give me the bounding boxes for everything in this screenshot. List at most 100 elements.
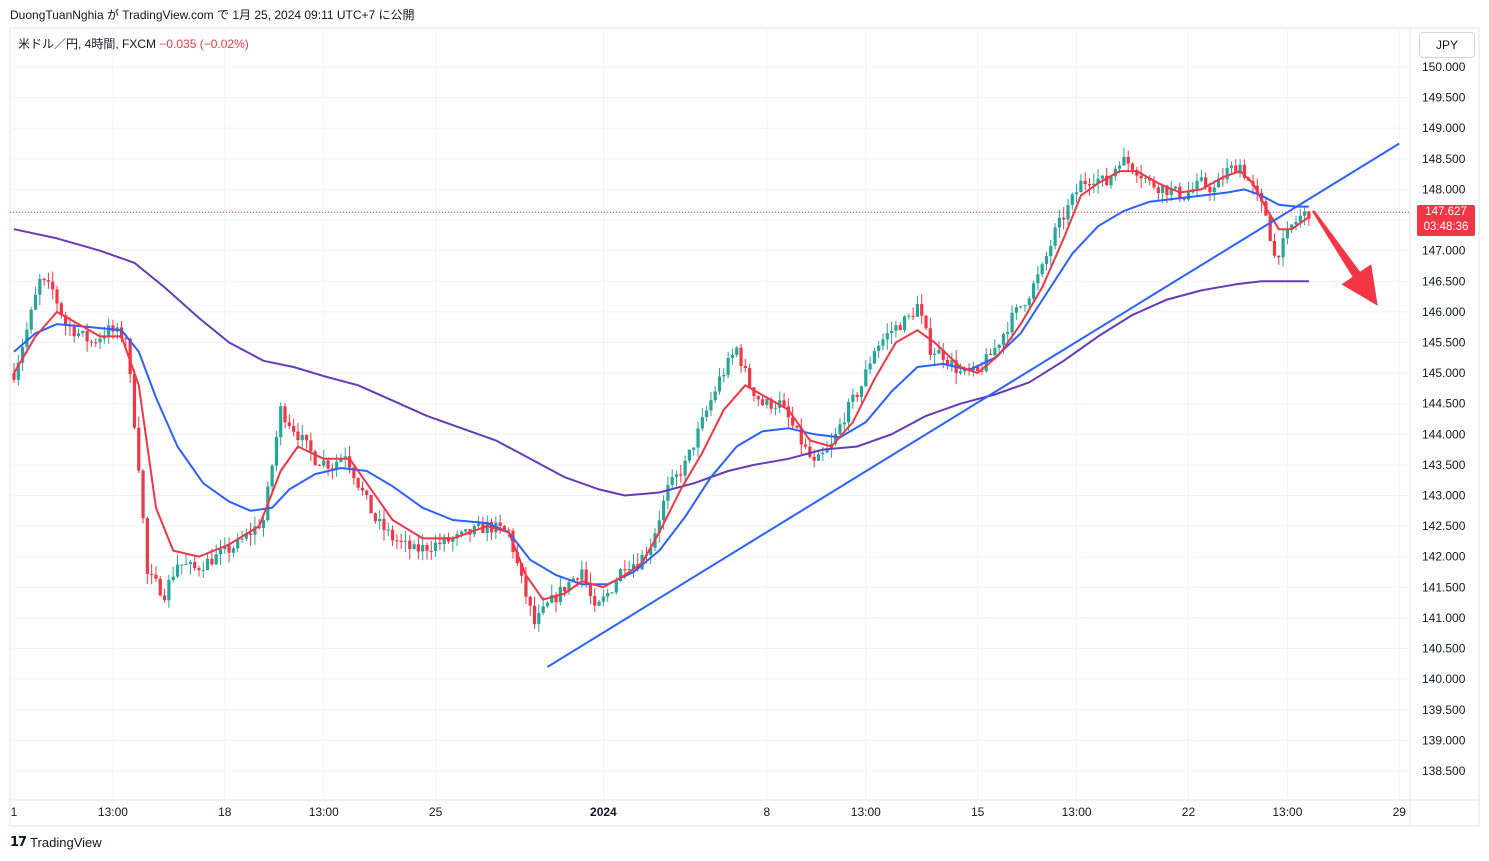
price-change: −0.035 (−0.02%) xyxy=(159,37,249,51)
candle-body xyxy=(1044,256,1049,265)
candle-body xyxy=(855,394,859,398)
candle-body xyxy=(623,569,627,571)
y-tick-label: 140.500 xyxy=(1422,642,1466,656)
candle-body xyxy=(885,333,889,340)
candle-body xyxy=(369,494,373,514)
candle-body xyxy=(1152,180,1156,188)
candle-body xyxy=(567,581,571,592)
candle-body xyxy=(890,330,894,334)
candle-body xyxy=(107,325,111,337)
candle-body xyxy=(102,336,106,339)
candle-body xyxy=(976,366,980,371)
y-tick-label: 139.500 xyxy=(1422,703,1466,717)
candle-body xyxy=(1298,215,1302,222)
candle-body xyxy=(408,540,412,550)
x-tick-label: 22 xyxy=(1182,805,1196,819)
candle-body xyxy=(1100,175,1105,179)
candle-body xyxy=(485,521,489,534)
candle-body xyxy=(924,315,928,329)
candle-body xyxy=(1186,192,1191,200)
candle-body xyxy=(1118,165,1122,169)
candle-body xyxy=(705,410,709,418)
candle-body xyxy=(1290,224,1294,230)
candle-body xyxy=(98,338,102,343)
candle-body xyxy=(662,500,666,521)
candle-body xyxy=(950,360,954,365)
candle-body xyxy=(1010,312,1014,333)
brand-name: TradingView xyxy=(30,835,102,850)
candle-body xyxy=(395,540,399,542)
candle-body xyxy=(1126,156,1130,164)
candle-body xyxy=(1070,194,1074,205)
candle-body xyxy=(188,562,192,565)
candle-body xyxy=(709,400,713,411)
y-tick-label: 146.500 xyxy=(1422,274,1466,288)
ma-mid-line xyxy=(13,188,1309,586)
candle-body xyxy=(167,580,171,601)
bar-countdown: 03:48:36 xyxy=(1423,221,1469,233)
candle-body xyxy=(851,394,855,402)
candle-body xyxy=(1049,245,1053,257)
currency-button[interactable]: JPY xyxy=(1419,32,1475,58)
candle-body xyxy=(679,474,683,476)
candle-body xyxy=(1169,188,1173,196)
candle-body xyxy=(335,461,339,469)
y-tick-label: 139.000 xyxy=(1422,733,1466,747)
candle-body xyxy=(197,568,201,571)
candle-body xyxy=(145,518,149,574)
candle-body xyxy=(795,425,799,428)
tradingview-logo-icon: 17 xyxy=(10,835,27,850)
candle-body xyxy=(296,431,300,441)
candle-body xyxy=(911,315,915,317)
ma-slow-line xyxy=(13,228,1309,497)
x-tick-label: 29 xyxy=(1393,805,1407,819)
y-tick-label: 149.500 xyxy=(1422,91,1466,105)
candle-body xyxy=(1001,334,1006,345)
candle-body xyxy=(29,309,33,330)
candle-body xyxy=(666,485,670,501)
candle-body xyxy=(326,460,330,469)
candle-body xyxy=(1204,177,1208,187)
candle-body xyxy=(378,518,382,522)
candle-body xyxy=(347,456,352,468)
candle-body xyxy=(614,581,618,593)
candle-body xyxy=(834,433,838,444)
candle-body xyxy=(12,373,16,380)
candle-body xyxy=(451,538,455,542)
candle-body xyxy=(838,424,842,434)
candle-body xyxy=(618,569,623,582)
candle-body xyxy=(846,401,851,423)
tradingview-brand[interactable]: 17 TradingView xyxy=(10,835,102,850)
candle-body xyxy=(412,544,416,550)
candle-body xyxy=(692,447,696,450)
candle-body xyxy=(244,533,248,539)
candle-body xyxy=(696,428,700,448)
candle-body xyxy=(1294,221,1298,225)
candle-body xyxy=(524,575,528,597)
candle-body xyxy=(1023,305,1027,307)
candle-body xyxy=(674,474,679,477)
candle-body xyxy=(55,289,59,304)
candle-body xyxy=(1036,274,1040,284)
candle-body xyxy=(33,294,38,310)
y-tick-label: 144.500 xyxy=(1422,397,1466,411)
candle-body xyxy=(1143,177,1148,179)
candle-body xyxy=(16,362,20,380)
candle-body xyxy=(193,562,197,569)
candle-body xyxy=(915,304,920,317)
candle-body xyxy=(1212,187,1216,193)
y-tick-label: 148.000 xyxy=(1422,182,1466,196)
candle-body xyxy=(1242,164,1246,178)
candle-body xyxy=(1277,255,1281,258)
symbol-info: 米ドル／円, 4時間, FXCM xyxy=(18,37,157,51)
candle-body xyxy=(231,548,236,553)
candle-body xyxy=(859,386,864,398)
candle-body xyxy=(937,349,941,354)
y-tick-label: 138.500 xyxy=(1422,764,1466,778)
candle-body xyxy=(1139,175,1143,179)
symbol-legend[interactable]: 米ドル／円, 4時間, FXCM −0.035 (−0.02%) xyxy=(18,35,249,52)
candle-body xyxy=(339,458,343,462)
y-tick-label: 143.000 xyxy=(1422,489,1466,503)
candle-body xyxy=(313,451,317,466)
